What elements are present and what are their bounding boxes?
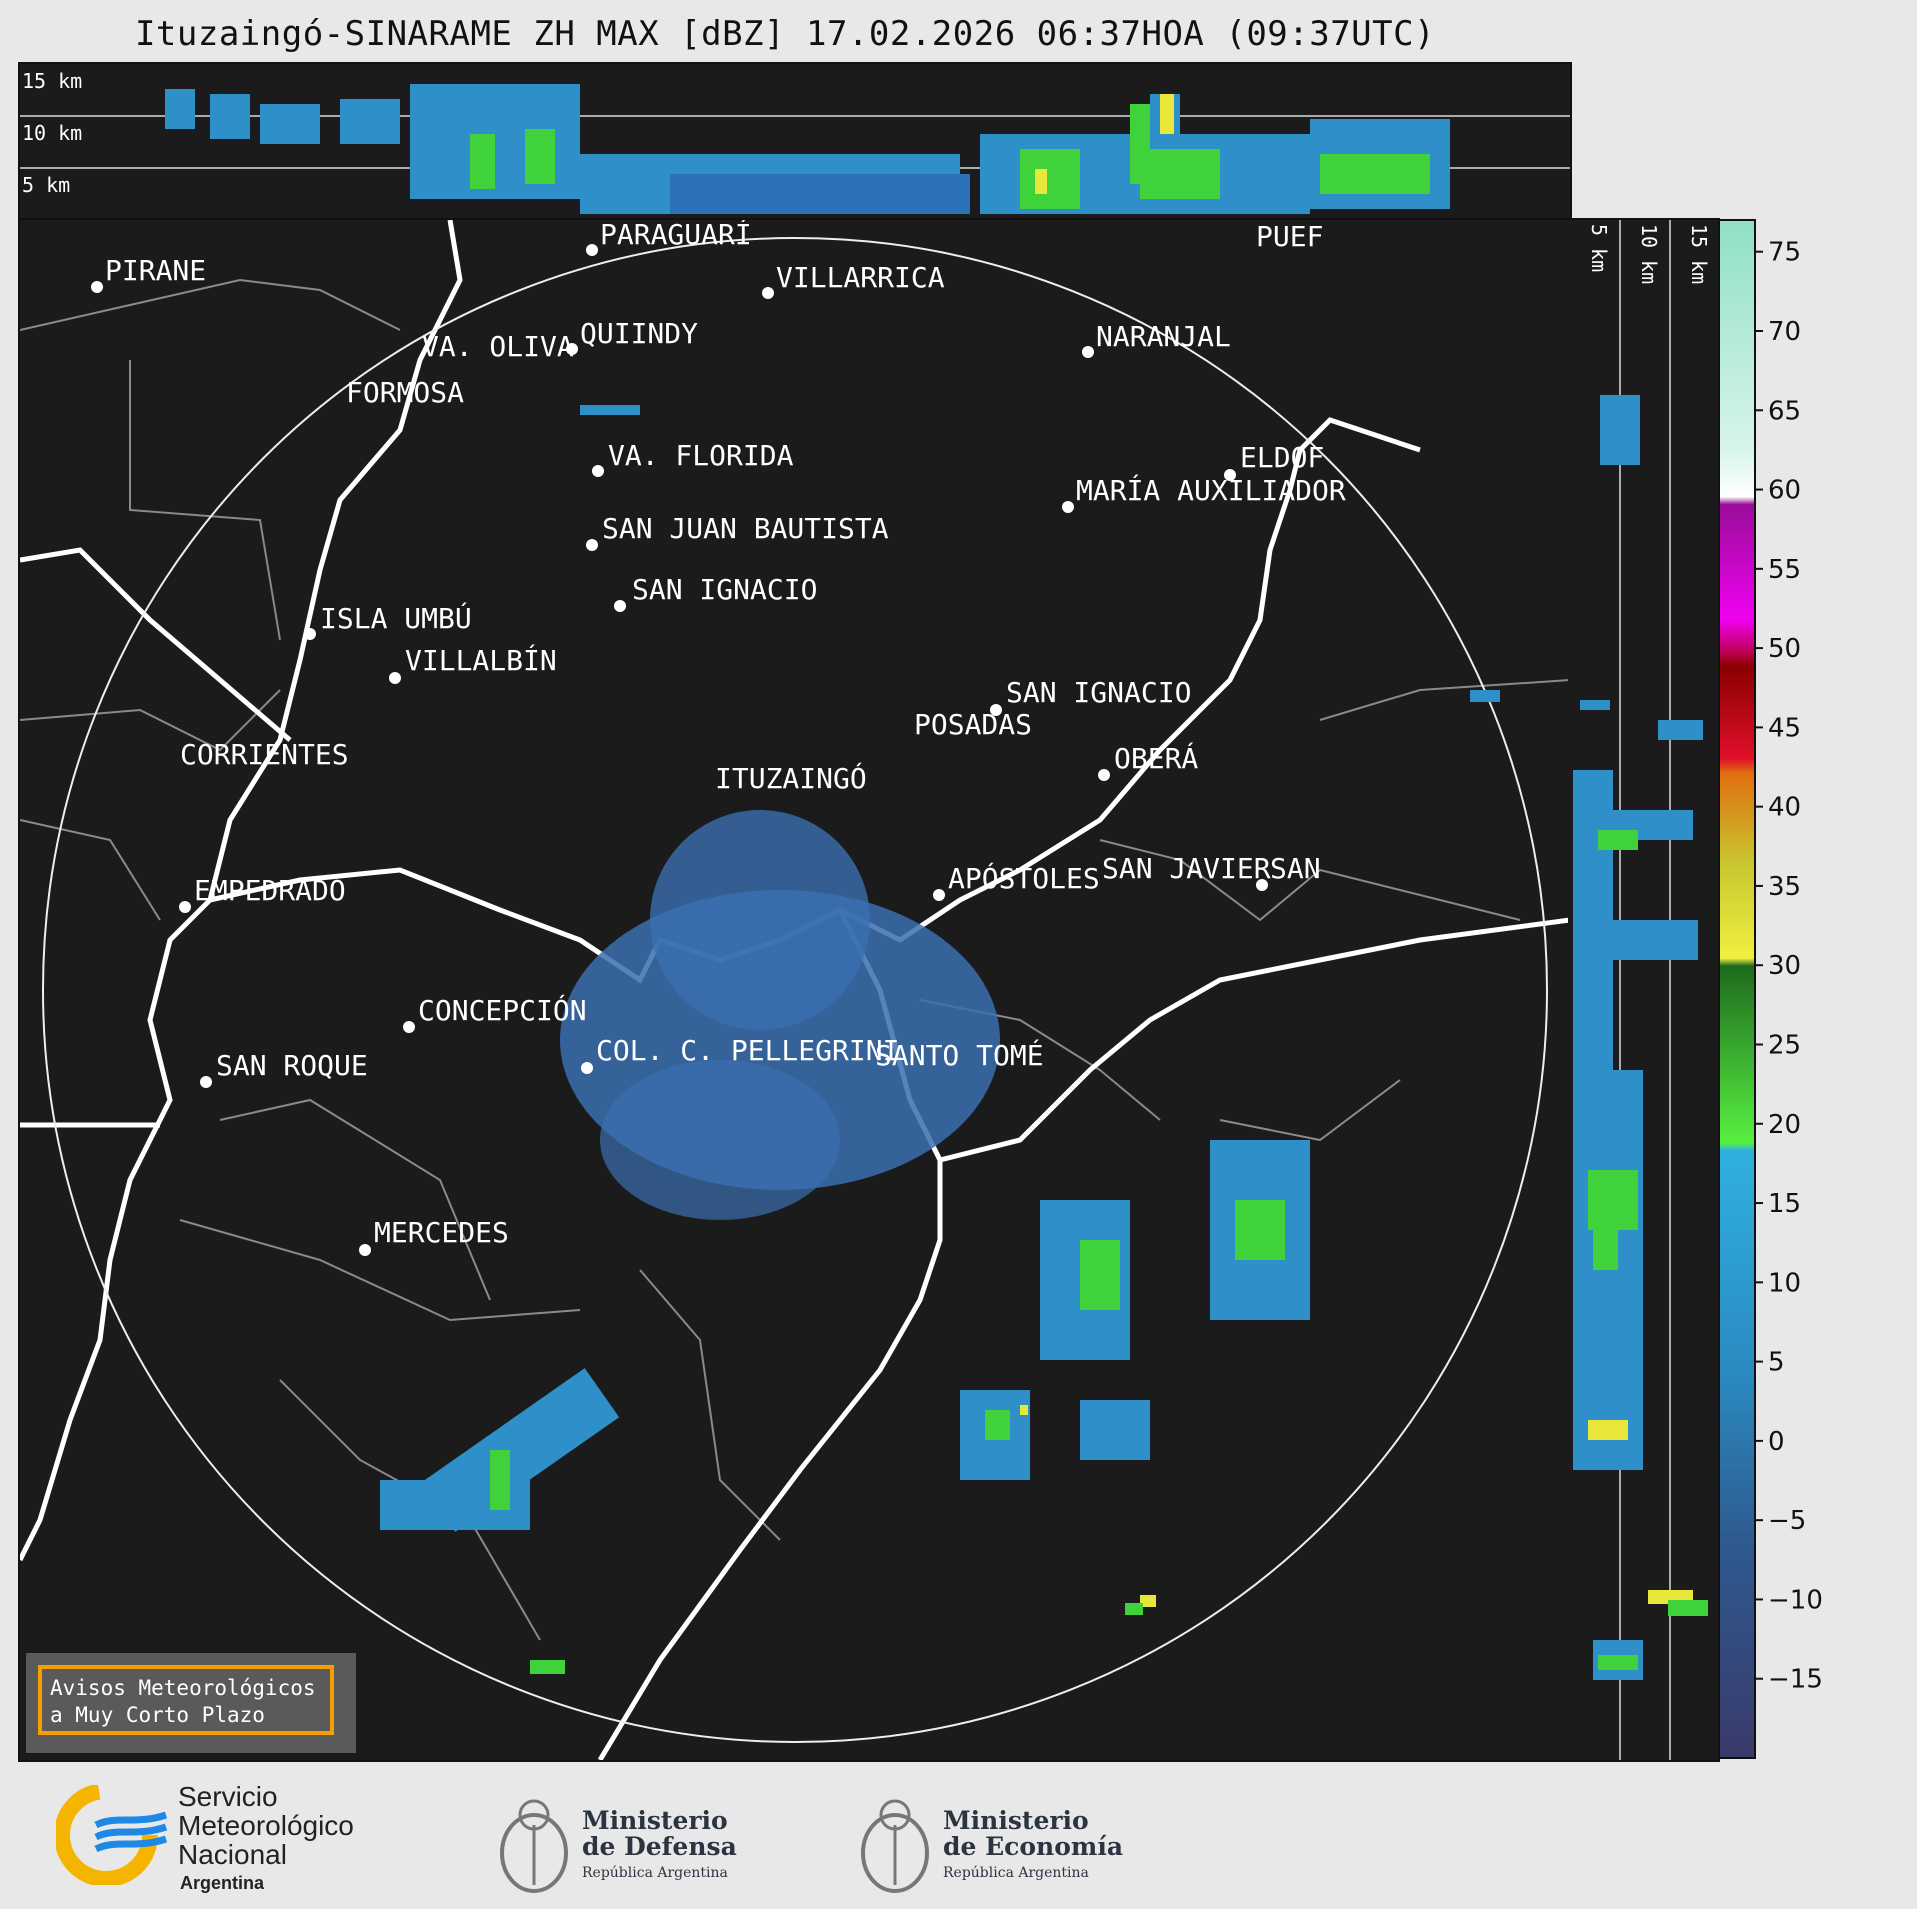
alert-line-2: a Muy Corto Plazo — [50, 1703, 265, 1727]
top-cross-section-plot: 15 km 10 km 5 km — [20, 69, 1570, 214]
radar-echo-scattered — [380, 405, 1500, 1674]
radar-echo-center — [560, 810, 1000, 1220]
smn-line-2: Meteorológico — [178, 1810, 354, 1841]
city-label-posadas: POSADAS — [914, 708, 1032, 741]
side-cross-section-panel: 5 km 10 km 15 km — [1568, 218, 1720, 1762]
city-label-va-oliva: VA. OLIVA — [422, 330, 574, 363]
city-label-villarrica: VILLARRICA — [776, 261, 945, 294]
defensa-seal-icon — [500, 1799, 568, 1893]
city-label-isla-umbu: ISLA UMBÚ — [320, 601, 472, 635]
chart-title: Ituzaingó-SINARAME ZH MAX [dBZ] 17.02.20… — [134, 14, 1436, 54]
city-label-formosa: FORMOSA — [346, 376, 464, 409]
city-label-quiindy: QUIINDY — [580, 317, 698, 350]
top-cross-section-panel: 15 km 10 km 5 km — [18, 62, 1572, 222]
colorbar-tick-label: 75 — [1768, 238, 1801, 268]
economia-seal-icon — [861, 1799, 929, 1893]
colorbar-tick-label: 25 — [1768, 1030, 1801, 1060]
side-cross-section-plot: 5 km 10 km 15 km — [1573, 220, 1711, 1760]
alert-box[interactable]: Avisos Meteorológicos a Muy Corto Plazo — [26, 1653, 356, 1753]
city-label-col-c-pellegrini: COL. C. PELLEGRINI — [596, 1034, 899, 1067]
city-markers — [91, 244, 1268, 1256]
city-label-san-ignacio-ar: SAN IGNACIO — [1006, 676, 1191, 709]
province-boundaries — [20, 278, 1570, 1641]
economia-sub: República Argentina — [943, 1865, 1089, 1881]
city-labels: PIRANE PARAGUARÍ VILLARRICA QUIINDY VA. … — [105, 220, 1346, 1249]
smn-line-1: Servicio — [178, 1781, 278, 1812]
city-label-puef: PUEF — [1256, 220, 1323, 253]
side-echoes — [1573, 395, 1708, 1680]
side-height-label-10: 10 km — [1637, 224, 1661, 284]
radar-map: PIRANE PARAGUARÍ VILLARRICA QUIINDY VA. … — [20, 220, 1570, 1760]
colorbar-tick-label: 30 — [1768, 951, 1801, 981]
city-label-san-roque: SAN ROQUE — [216, 1049, 368, 1082]
city-label-naranjal: NARANJAL — [1096, 320, 1231, 353]
city-label-obera: OBERÁ — [1114, 741, 1198, 775]
colorbar-tick-label: 5 — [1768, 1348, 1785, 1378]
city-label-eldof: ELDOF — [1240, 441, 1324, 474]
city-label-san-juan-bautista: SAN JUAN BAUTISTA — [602, 512, 889, 545]
smn-logo-icon — [56, 1785, 168, 1885]
city-label-san-ignacio-py: SAN IGNACIO — [632, 573, 817, 606]
city-label-concepcion: CONCEPCIÓN — [418, 993, 587, 1027]
city-label-santo-tome: SANTO TOMÉ — [875, 1038, 1044, 1072]
colorbar-tick-label: 70 — [1768, 317, 1801, 347]
side-height-labels: 5 km 10 km 15 km — [1587, 224, 1711, 284]
city-label-apostoles: APÓSTOLES — [948, 861, 1100, 895]
city-label-empedrado: EMPEDRADO — [194, 874, 346, 907]
economia-line-1: Ministerio — [943, 1806, 1089, 1835]
smn-line-3: Nacional — [178, 1839, 287, 1870]
economia-line-2: de Economía — [943, 1832, 1124, 1861]
colorbar-tick-label: −15 — [1768, 1665, 1823, 1695]
radar-site-label: ITUZAINGÓ — [715, 761, 867, 795]
city-label-maria-auxiliador: MARÍA AUXILIADOR — [1076, 473, 1346, 507]
city-label-pirane: PIRANE — [105, 254, 206, 287]
colorbar-tick-label: 20 — [1768, 1110, 1801, 1140]
economia-text: Ministerio de Economía República Argenti… — [943, 1808, 1123, 1886]
colorbar-gradient — [1718, 219, 1756, 1759]
city-label-san: SAN — [1270, 852, 1321, 885]
colorbar-tick-label: 65 — [1768, 396, 1801, 426]
top-height-label-10: 10 km — [22, 121, 82, 145]
colorbar-tick-label: 50 — [1768, 634, 1801, 664]
city-label-corrientes: CORRIENTES — [180, 738, 349, 771]
colorbar-tick-label: 45 — [1768, 713, 1801, 743]
city-label-san-javier: SAN JAVIER — [1102, 852, 1271, 885]
colorbar-tick-label: 35 — [1768, 872, 1801, 902]
colorbar-tick-label: 0 — [1768, 1427, 1785, 1457]
city-label-va-florida: VA. FLORIDA — [608, 439, 794, 472]
smn-logo-text: Servicio Meteorológico Nacional Argentin… — [178, 1782, 354, 1898]
colorbar-tick-label: 40 — [1768, 793, 1801, 823]
smn-sub: Argentina — [180, 1873, 265, 1893]
city-label-villalbin: VILLALBÍN — [405, 643, 557, 677]
alert-line-1: Avisos Meteorológicos — [50, 1676, 316, 1700]
colorbar-tick-label: 55 — [1768, 555, 1801, 585]
colorbar-tick-label: 15 — [1768, 1189, 1801, 1219]
city-label-mercedes: MERCEDES — [374, 1216, 509, 1249]
side-height-label-5: 5 km — [1587, 224, 1611, 272]
alert-box-frame: Avisos Meteorológicos a Muy Corto Plazo — [38, 1665, 334, 1735]
top-echoes — [165, 84, 1450, 214]
range-ring — [42, 237, 1548, 1743]
colorbar-tick-label: −5 — [1768, 1506, 1806, 1536]
defensa-text: Ministerio de Defensa República Argentin… — [582, 1808, 737, 1886]
colorbar-tick-label: −10 — [1768, 1585, 1823, 1615]
colorbar-tick-label: 10 — [1768, 1268, 1801, 1298]
radar-map-panel: PIRANE PARAGUARÍ VILLARRICA QUIINDY VA. … — [18, 218, 1572, 1762]
side-height-label-15: 15 km — [1687, 224, 1711, 284]
defensa-line-2: de Defensa — [582, 1832, 737, 1861]
top-height-label-15: 15 km — [22, 69, 82, 93]
city-label-paraguari: PARAGUARÍ — [600, 220, 752, 251]
defensa-line-1: Ministerio — [582, 1806, 728, 1835]
defensa-sub: República Argentina — [582, 1865, 728, 1881]
colorbar-tick-label: 60 — [1768, 476, 1801, 506]
top-height-label-5: 5 km — [22, 173, 70, 197]
